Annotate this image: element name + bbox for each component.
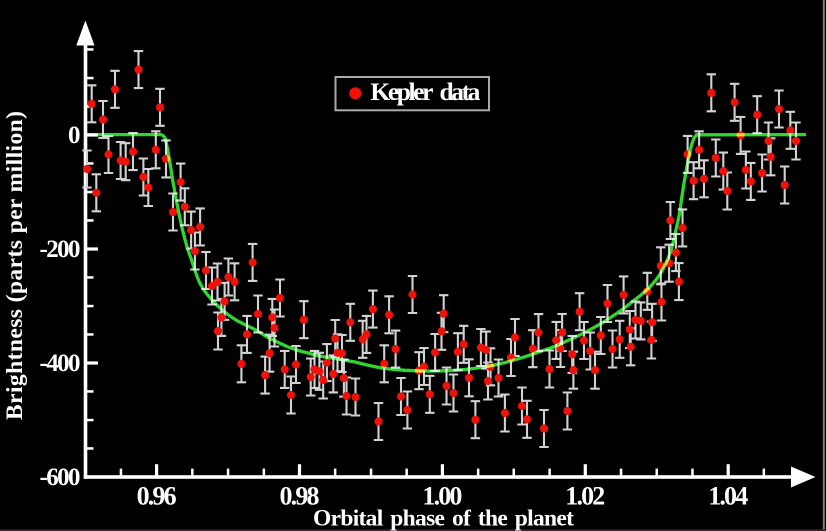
svg-text:-200: -200 [40, 236, 81, 263]
svg-text:0.96: 0.96 [137, 482, 177, 511]
svg-text:Orbital phase of the planet: Orbital phase of the planet [313, 506, 574, 531]
svg-text:-400: -400 [40, 350, 81, 377]
svg-text:Brightness (parts per million): Brightness (parts per million) [2, 111, 28, 420]
svg-text:1.02: 1.02 [565, 482, 605, 511]
svg-text:1.00: 1.00 [422, 482, 462, 511]
svg-text:-600: -600 [40, 464, 81, 491]
svg-text:0: 0 [68, 122, 81, 149]
svg-text:1.04: 1.04 [708, 482, 748, 511]
svg-text:0.98: 0.98 [280, 482, 320, 511]
svg-text:Kepler data: Kepler data [370, 77, 480, 106]
